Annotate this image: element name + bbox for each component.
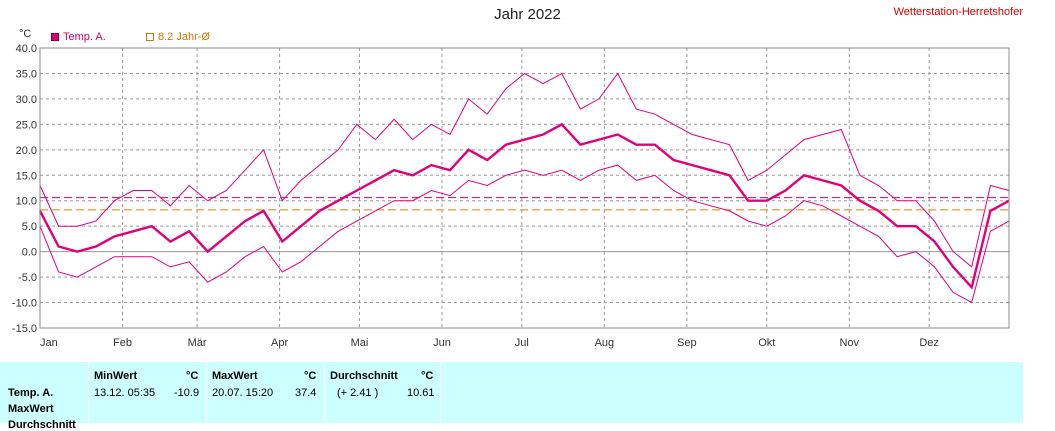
legend-swatch-temp	[51, 33, 59, 41]
col-header-avg: Durchschnitt	[330, 370, 398, 382]
legend-label-year-avg: 8.2 Jahr-Ø	[158, 31, 210, 43]
avg-diff: (+ 2.41 )	[337, 387, 379, 399]
x-tick-label: Mai	[351, 337, 369, 349]
column-divider	[206, 362, 207, 423]
series-line-min	[39, 164, 1010, 304]
y-tick-label: 30.0	[16, 94, 37, 106]
row-label-durchschnitt: Durchschnitt	[8, 419, 76, 431]
col-unit-min: °C	[186, 370, 199, 382]
legend-swatch-year-avg	[146, 33, 154, 41]
stats-panel: MinWert °C MaxWert °C Durchschnitt °C Te…	[0, 362, 1023, 431]
max-time: 20.07. 15:20	[212, 387, 274, 399]
x-tick-label: Jul	[515, 337, 529, 349]
max-value: 37.4	[295, 387, 317, 399]
y-tick-label: -15.0	[12, 323, 37, 335]
plot-frame	[39, 47, 1010, 329]
x-tick-label: Jun	[433, 337, 451, 349]
col-header-max: MaxWert	[212, 370, 258, 382]
col-unit-max: °C	[304, 370, 317, 382]
y-tick-label: 35.0	[16, 68, 37, 80]
x-tick-label: Jan	[40, 337, 58, 349]
row-label-maxwert: MaxWert	[8, 403, 54, 415]
column-divider	[324, 362, 325, 423]
x-tick-label: Dez	[919, 337, 939, 349]
x-tick-label: Mär	[188, 337, 207, 349]
col-header-min: MinWert	[94, 370, 138, 382]
y-tick-label: 15.0	[16, 170, 37, 182]
temperature-chart: 40.0 35.0 30.0 25.0 20.0 15.0 10.0 5.0 0.0 -5.0 -1…	[12, 43, 1010, 349]
x-tick-label: Sep	[677, 337, 697, 349]
legend-item-temp: Temp. A.	[51, 31, 106, 43]
legend-label-temp: Temp. A.	[63, 31, 106, 43]
chart-grid	[40, 47, 1009, 329]
column-divider	[88, 362, 89, 423]
x-tick-label: Nov	[839, 337, 859, 349]
chart-title: Jahr 2022	[494, 6, 561, 23]
y-unit-label: °C	[19, 28, 32, 40]
y-tick-label: 25.0	[16, 119, 37, 131]
avg-value: 10.61	[407, 387, 435, 399]
x-tick-label: Feb	[113, 337, 132, 349]
column-divider	[440, 362, 441, 423]
col-unit-avg: °C	[421, 370, 434, 382]
y-tick-label: 40.0	[16, 43, 37, 55]
x-tick-label: Apr	[271, 337, 288, 349]
y-tick-label: -10.0	[12, 298, 37, 310]
series-line-mean	[38, 122, 1010, 290]
series-line-max	[39, 72, 1010, 268]
series-group	[38, 72, 1010, 304]
y-tick-label: -5.0	[18, 272, 37, 284]
y-axis: 40.0 35.0 30.0 25.0 20.0 15.0 10.0 5.0 0.0 -5.0 -1…	[12, 43, 37, 335]
y-tick-label: 20.0	[16, 145, 37, 157]
reference-lines	[40, 197, 1009, 211]
station-name: Wetterstation-Herretshofer	[893, 6, 1023, 18]
row-label-temp: Temp. A.	[8, 387, 54, 399]
min-value: -10.9	[174, 387, 200, 399]
x-tick-label: Aug	[595, 337, 615, 349]
legend-item-year-avg: 8.2 Jahr-Ø	[146, 31, 210, 43]
y-tick-label: 10.0	[16, 196, 37, 208]
min-time: 13.12. 05:35	[94, 387, 156, 399]
y-tick-label: 5.0	[22, 221, 37, 233]
x-tick-label: Okt	[758, 337, 775, 349]
y-tick-label: 0.0	[22, 247, 37, 259]
x-axis: Jan Feb Mär Apr Mai Jun Jul Aug Sep Okt Nov Dez	[40, 337, 939, 349]
